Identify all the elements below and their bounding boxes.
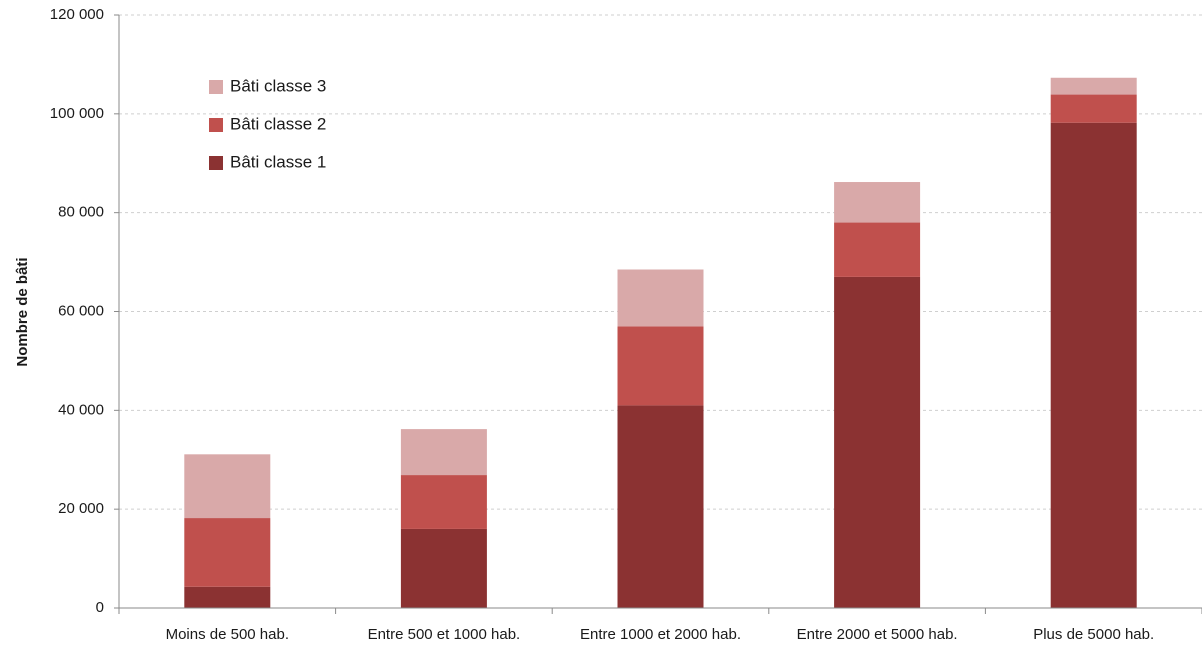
y-tick-labels: 0 20 000 40 000 60 000 80 000 100 000 120 000 bbox=[50, 6, 119, 616]
y-tick-label: 100 000 bbox=[50, 105, 104, 122]
bar-segment bbox=[400, 528, 487, 608]
x-tick-label: Plus de 5000 hab. bbox=[1033, 626, 1154, 643]
y-tick-label: 40 000 bbox=[58, 401, 104, 418]
bar-segment bbox=[184, 518, 271, 587]
legend-swatch bbox=[209, 156, 223, 170]
bar-segment bbox=[617, 405, 704, 608]
y-tick-label: 80 000 bbox=[58, 204, 104, 221]
bar-segment bbox=[617, 269, 704, 327]
bars bbox=[184, 77, 1137, 608]
legend-swatch bbox=[209, 80, 223, 94]
x-tick-label: Entre 500 et 1000 hab. bbox=[368, 626, 521, 643]
legend: Bâti classe 3 Bâti classe 2 Bâti classe 1 bbox=[209, 76, 326, 171]
y-tick-label: 20 000 bbox=[58, 500, 104, 517]
bar-segment bbox=[1050, 77, 1137, 95]
bar-segment bbox=[1050, 122, 1137, 608]
y-tick-label: 60 000 bbox=[58, 302, 104, 319]
bar-segment bbox=[834, 182, 921, 223]
bar-segment bbox=[1050, 94, 1137, 123]
x-tick-labels: Moins de 500 hab. Entre 500 et 1000 hab. E… bbox=[118, 608, 1202, 643]
bar-segment bbox=[834, 222, 921, 277]
bar-segment bbox=[184, 454, 271, 519]
bar-segment bbox=[184, 586, 271, 608]
x-tick-label: Moins de 500 hab. bbox=[166, 626, 289, 643]
x-tick-label: Entre 1000 et 2000 hab. bbox=[580, 626, 741, 643]
legend-label: Bâti classe 3 bbox=[230, 76, 326, 95]
y-axis-title: Nombre de bâti bbox=[14, 257, 31, 366]
legend-label: Bâti classe 1 bbox=[230, 152, 326, 171]
legend-swatch bbox=[209, 118, 223, 132]
bar-segment bbox=[617, 326, 704, 406]
bar-segment bbox=[400, 475, 487, 529]
y-tick-label: 0 bbox=[96, 599, 104, 616]
x-tick-label: Entre 2000 et 5000 hab. bbox=[797, 626, 958, 643]
bar-segment bbox=[834, 276, 921, 608]
bar-segment bbox=[400, 429, 487, 476]
y-tick-label: 120 000 bbox=[50, 6, 104, 23]
legend-label: Bâti classe 2 bbox=[230, 114, 326, 133]
